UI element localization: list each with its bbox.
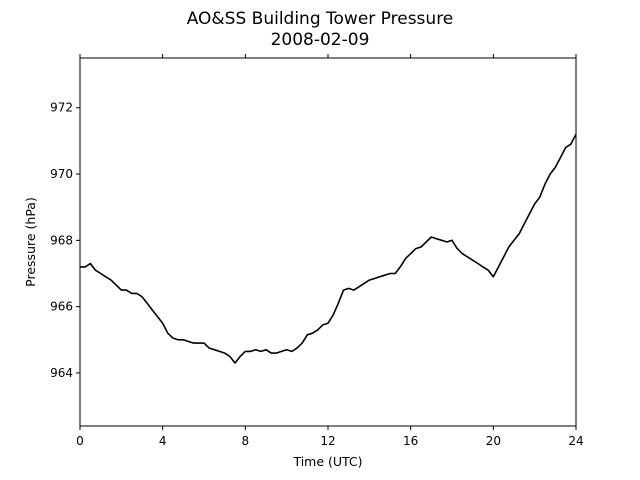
plot-frame <box>79 57 577 427</box>
x-tick-label: 8 <box>242 434 250 448</box>
y-tick-label: 970 <box>50 167 73 181</box>
y-tick-label: 972 <box>50 101 73 115</box>
x-axis-ticks: 0 4 8 12 16 20 24 <box>76 54 584 448</box>
x-tick-label: 24 <box>568 434 583 448</box>
chart-title: AO&SS Building Tower Pressure <box>187 9 454 29</box>
x-tick-label: 16 <box>403 434 418 448</box>
chart-subtitle: 2008-02-09 <box>271 30 370 50</box>
x-axis-label: Time (UTC) <box>292 454 362 469</box>
y-axis-ticks: 964 966 968 970 972 <box>50 101 80 380</box>
x-tick-label: 4 <box>159 434 167 448</box>
x-tick-label: 20 <box>486 434 501 448</box>
y-tick-label: 964 <box>50 366 73 380</box>
y-axis-label: Pressure (hPa) <box>23 197 38 287</box>
x-tick-label: 0 <box>76 434 84 448</box>
y-tick-label: 966 <box>50 300 73 314</box>
y-tick-label: 968 <box>50 233 73 247</box>
pressure-series-line <box>80 133 577 364</box>
x-tick-label: 12 <box>320 434 335 448</box>
